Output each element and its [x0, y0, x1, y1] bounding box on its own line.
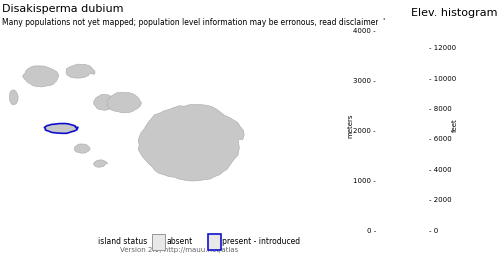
Polygon shape — [94, 94, 114, 110]
Text: present - introduced: present - introduced — [222, 237, 300, 247]
Polygon shape — [66, 64, 95, 78]
Text: feet: feet — [452, 119, 458, 132]
Text: meters: meters — [347, 113, 353, 138]
Text: Elev. histogram: Elev. histogram — [411, 8, 498, 18]
Polygon shape — [138, 104, 244, 181]
Polygon shape — [10, 90, 18, 105]
Polygon shape — [74, 144, 90, 153]
Text: Version 2.0; http://mauu.net/atlas: Version 2.0; http://mauu.net/atlas — [120, 248, 238, 253]
Text: Disakisperma dubium: Disakisperma dubium — [2, 4, 123, 14]
Bar — [208, 234, 220, 250]
Polygon shape — [44, 124, 78, 133]
Polygon shape — [94, 160, 108, 167]
Text: absent: absent — [166, 237, 192, 247]
Bar — [152, 234, 164, 250]
Polygon shape — [22, 66, 59, 87]
Polygon shape — [107, 92, 142, 113]
Text: island status: island status — [98, 237, 147, 247]
Text: Many populations not yet mapped; population level information may be erronous, r: Many populations not yet mapped; populat… — [2, 18, 386, 27]
